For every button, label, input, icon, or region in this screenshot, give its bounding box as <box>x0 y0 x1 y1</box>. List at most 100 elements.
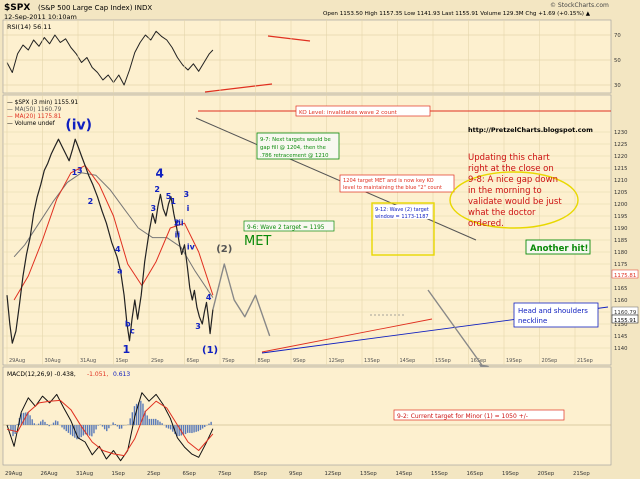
macd-legend-line2: -1.051, <box>87 371 108 378</box>
blog-url: http://PretzelCharts.blogspot.com <box>468 126 593 134</box>
price-legend-line2: — MA(50) 1160.79 <box>7 107 62 113</box>
price-x-tick: 8Sep <box>258 358 271 364</box>
rsi-y-tick: 50 <box>614 58 621 64</box>
note-97-line3: .786 retracement @ 1210 <box>260 153 329 159</box>
bottom-x-tick: 16Sep <box>467 471 484 477</box>
bottom-x-tick: 1Sep <box>112 471 126 477</box>
wave-label: 1 <box>122 343 130 356</box>
wave-label: 3 <box>183 190 189 199</box>
bottom-x-tick: 26Aug <box>41 471 58 477</box>
price-x-tick: 21Sep <box>577 358 593 364</box>
rsi-line <box>6 30 214 86</box>
wave-label: b <box>125 319 131 328</box>
wave-label: 4 <box>115 245 121 254</box>
rsi-legend: RSI(14) 56.11 <box>7 23 52 31</box>
ko-level-box <box>295 105 431 117</box>
wave-label: 4 <box>155 167 163 181</box>
updating-line5: validate would be just <box>468 197 562 207</box>
price-line <box>6 138 214 344</box>
bottom-x-tick: 2Sep <box>147 471 161 477</box>
updating-ellipse <box>449 171 579 229</box>
bottom-x-tick: 8Sep <box>254 471 268 477</box>
wave-label: 1 <box>72 168 78 177</box>
target-912-box <box>371 202 435 256</box>
price-polyline <box>6 138 214 344</box>
wave-label: 3 <box>150 204 156 213</box>
price-y-tick: 1180 <box>614 250 628 256</box>
bottom-x-tick: 6Sep <box>183 471 197 477</box>
price-y-tick: 1140 <box>614 346 628 352</box>
descending-trendline <box>195 117 477 241</box>
bottom-x-tick: 13Sep <box>360 471 377 477</box>
bottom-x-tick: 21Sep <box>573 471 590 477</box>
macd-signal-line <box>6 399 214 457</box>
projection-continuation <box>427 289 485 369</box>
rsi-oversold-trend <box>204 83 273 93</box>
price-y-tick: 1190 <box>614 226 628 232</box>
another-hit-text: Another hit! <box>530 244 588 254</box>
wave-label: iii <box>175 219 183 228</box>
wave-label: iv <box>187 243 196 252</box>
price-x-tick: 13Sep <box>364 358 380 364</box>
header-date: 12-Sep-2011 10:10am <box>4 13 77 21</box>
price-y-tick: 1175 <box>614 262 627 268</box>
price-y-tick: 1225 <box>614 142 627 148</box>
price-y-tick: 1205 <box>614 190 627 196</box>
macd-legend-line1: MACD(12,26,9) -0.438, <box>7 371 76 378</box>
wave-label: ii <box>175 231 181 240</box>
ma20-polyline <box>13 165 214 301</box>
note-1204-line2: level to maintaining the blue "2" count <box>343 185 442 191</box>
updating-line1: Updating this chart <box>468 153 550 163</box>
price-y-tick: 1215 <box>614 166 627 172</box>
ma50-polyline <box>13 172 214 298</box>
header-brand: © StockCharts.com <box>550 2 609 9</box>
support-trendline <box>261 318 433 353</box>
target-912-label-bg <box>374 205 432 219</box>
wave-label: c <box>130 327 135 336</box>
signal-polyline <box>6 399 214 457</box>
wave-label: 4 <box>206 293 212 302</box>
note-1204-line1: 1204 target MET and is now key KO <box>343 178 434 184</box>
price-x-tick: 2Sep <box>151 358 164 364</box>
rsi-grid <box>3 34 611 93</box>
price-y-tick: 1200 <box>614 202 628 208</box>
bottom-x-tick: 29Aug <box>5 471 22 477</box>
price-legend-line3: — MA(20) 1175.81 <box>7 114 62 120</box>
price-y-tick: 1195 <box>614 214 627 220</box>
price-y-tick: 1165 <box>614 286 627 292</box>
wave-label: 3 <box>195 322 201 331</box>
price-x-tick: 6Sep <box>187 358 200 364</box>
note-97-box <box>256 132 340 160</box>
rsi-overbought-trend <box>267 35 311 42</box>
target-912-line2: window = 1173-1187 <box>375 214 429 220</box>
wave-label: 2 <box>88 197 94 206</box>
bottom-x-tick: 14Sep <box>396 471 413 477</box>
header-name: (S&P 500 Large Cap Index) INDX <box>38 4 152 12</box>
another-hit-box <box>525 239 591 255</box>
price-legend-line1: — $SPX (3 min) 1155.91 <box>7 100 78 106</box>
wave2-target-box <box>243 220 335 232</box>
wave-label: 1 <box>170 197 176 206</box>
price-x-tick: 20Sep <box>542 358 558 364</box>
bottom-x-tick: 19Sep <box>502 471 519 477</box>
price-x-tick: 9Sep <box>293 358 306 364</box>
price-y-tick: 1210 <box>614 178 628 184</box>
target-912-line1: 9-12: Wave (2) target <box>375 207 429 213</box>
price-legend-line4: — Volume undef <box>7 121 56 127</box>
last-price-tag: 1155.91 <box>614 318 636 324</box>
bottom-x-tick: 15Sep <box>431 471 448 477</box>
rsi-panel <box>2 19 612 94</box>
rsi-polyline <box>6 30 214 86</box>
updating-line4: in the morning to <box>468 186 542 196</box>
rsi-y-tick: 30 <box>614 83 621 89</box>
minor-target-text: 9-2: Current target for Minor (1) = 1050… <box>397 413 528 420</box>
macd-legend-line3: 0.613 <box>113 371 130 378</box>
wave-label: a <box>117 267 122 276</box>
ma20-tag: 1175.81 <box>614 273 636 279</box>
updating-line3: 9-8: A nice gap down <box>468 175 558 185</box>
updating-line2: right at the close on <box>468 164 554 174</box>
macd-line <box>6 392 214 462</box>
neckline-line1: Head and shoulders <box>518 307 588 315</box>
